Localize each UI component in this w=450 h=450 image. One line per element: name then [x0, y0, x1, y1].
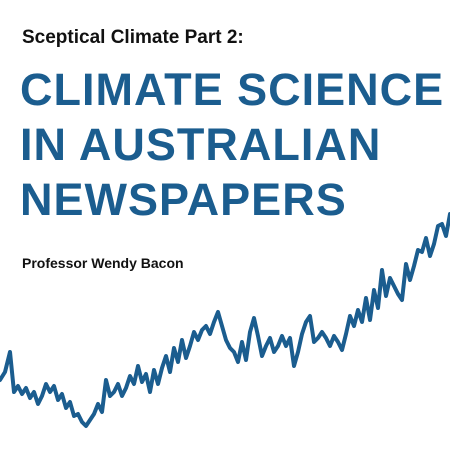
title: CLIMATE SCIENCE IN AUSTRALIAN NEWSPAPERS — [20, 62, 444, 227]
title-line-3: NEWSPAPERS — [20, 174, 347, 225]
author-name: Professor Wendy Bacon — [22, 255, 184, 271]
subtitle: Sceptical Climate Part 2: — [22, 27, 244, 48]
trend-line-path — [0, 212, 450, 428]
title-line-2: IN AUSTRALIAN — [20, 119, 382, 170]
title-line-1: CLIMATE SCIENCE — [20, 64, 445, 115]
